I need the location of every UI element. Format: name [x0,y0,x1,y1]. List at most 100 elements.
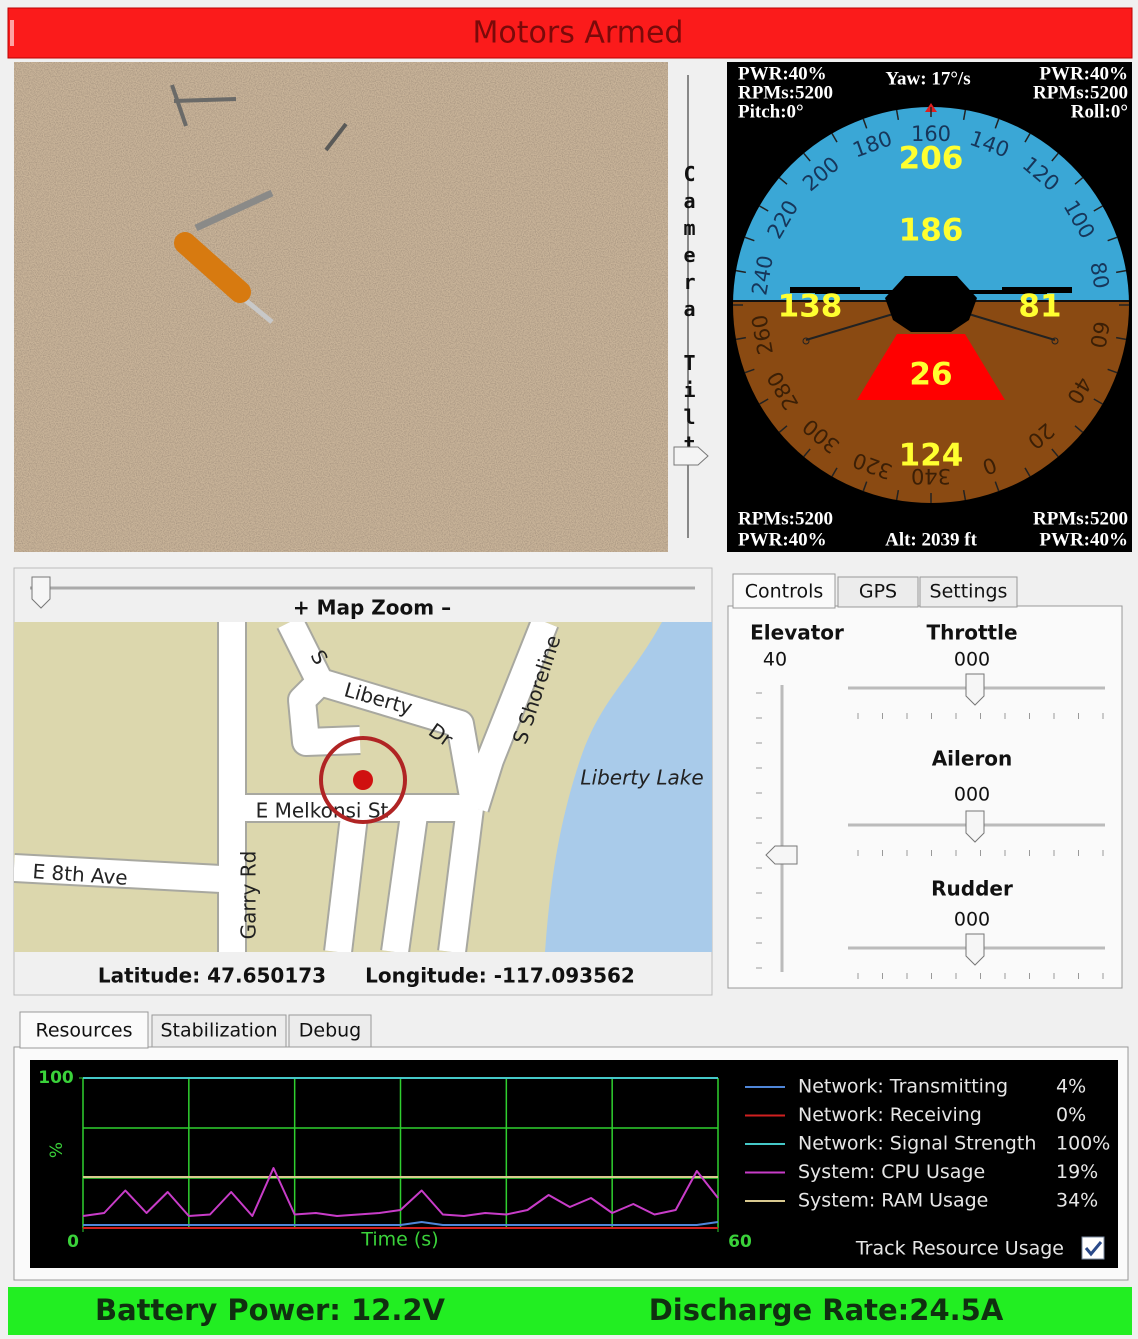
heading-tick [778,177,788,185]
slider-thumb[interactable] [965,673,985,706]
position-ring [319,736,407,824]
hud-stat: RPMs:5200 [1033,508,1128,529]
tab-label: Debug [299,1020,361,1042]
tab-label: GPS [859,581,897,603]
heading-tick [1116,269,1127,274]
zoom-thumb[interactable] [31,576,51,609]
series-line [83,1221,719,1226]
heading-tick [1074,177,1084,185]
tab[interactable] [151,1014,287,1048]
heading-tick [803,152,811,162]
control-value: 000 [954,784,990,806]
heading-tick [1024,133,1031,143]
tab[interactable] [837,576,919,608]
road [289,672,361,755]
tab[interactable] [288,1014,372,1048]
foot [1051,337,1059,345]
hud-stat: RPMs:5200 [738,508,833,529]
readout: 124 [899,438,964,474]
nail [194,189,274,232]
nail [173,97,237,103]
legend-reading: 34% [1056,1190,1098,1212]
tilt-slider[interactable] [672,62,714,552]
longitude: Longitude: -117.093562 [365,964,635,988]
readout: 206 [899,141,964,177]
grip [10,20,14,46]
nail [170,84,188,127]
slider-thumb[interactable] [965,810,985,843]
controls-panel [727,605,1123,989]
control-label: Elevator [750,621,844,645]
position-dot [353,770,373,790]
heading-tick [1024,467,1031,477]
heading-tick [862,118,868,129]
latitude: Latitude: 47.650173 [98,964,326,988]
heading-tick [994,481,1000,492]
screwdriver-handle [174,232,251,303]
x-axis-label: Time (s) [360,1229,438,1251]
heading-tick [759,398,769,405]
slider-thumb[interactable] [965,933,985,966]
heading-tick [1107,236,1118,242]
tilt-thumb[interactable] [673,446,709,466]
drone [790,276,1072,345]
legend-reading: 100% [1056,1133,1110,1155]
control-value: 000 [954,649,990,671]
heading-tick [1051,448,1059,458]
discharge-rate: Discharge Rate:24.5A [649,1293,1004,1327]
hud-stat: RPMs:5200 [1033,82,1128,103]
tab-label: Resources [35,1020,132,1042]
x-tick-label: 0 [67,1232,79,1252]
status-bar [7,7,1133,59]
y-tick-label: 100 [38,1068,74,1088]
tab[interactable] [919,576,1018,608]
heading-tick [735,336,746,341]
hud-stat: Roll:0° [1071,101,1128,122]
heading-label: 80 [1085,260,1113,290]
hud-stat: PWR:40% [738,63,827,84]
road [462,622,558,812]
control-value: 40 [763,649,787,671]
heading-tick [831,133,838,143]
road [382,806,428,952]
checkbox[interactable] [1081,1236,1105,1260]
heading-tick [831,467,838,477]
road [14,855,241,893]
heading-tick [1116,336,1127,341]
tab[interactable] [732,573,836,609]
road [439,806,483,952]
camera-view [14,62,668,552]
heading-tick [1074,425,1084,433]
heading-tick [962,109,967,120]
heading-label: 160 [911,122,951,146]
legend-label: System: CPU Usage [798,1161,985,1183]
tilt-label: Camera Tilt [678,162,702,459]
legend-label: Network: Transmitting [798,1076,1008,1098]
lake [545,622,712,952]
control-label: Throttle [926,621,1017,645]
heading-tick [778,425,788,433]
legend-reading: 19% [1056,1161,1098,1183]
heading-tick [1093,398,1103,405]
tab-label: Controls [745,581,824,603]
yaw-rate: Yaw: 17°/s [885,68,970,89]
heading-tick [744,368,755,374]
hud-stat: RPMs:5200 [738,82,833,103]
drone-leg [961,311,1056,341]
x-tick-label: 60 [728,1232,752,1252]
tab[interactable] [19,1011,149,1049]
slider-thumb[interactable] [765,845,798,865]
legend-reading: 4% [1056,1076,1086,1098]
street-label: Liberty Lake [580,766,703,790]
control-value: 000 [954,909,990,931]
heading-tick [994,118,1000,129]
heading-tick [962,490,967,501]
road [325,806,368,952]
street-label: E Melkonsi St [256,799,389,823]
nail [324,122,348,152]
legend-label: Network: Receiving [798,1104,982,1126]
foot [802,337,810,345]
heading-tick [1051,152,1059,162]
hud-stat: PWR:40% [738,529,827,550]
